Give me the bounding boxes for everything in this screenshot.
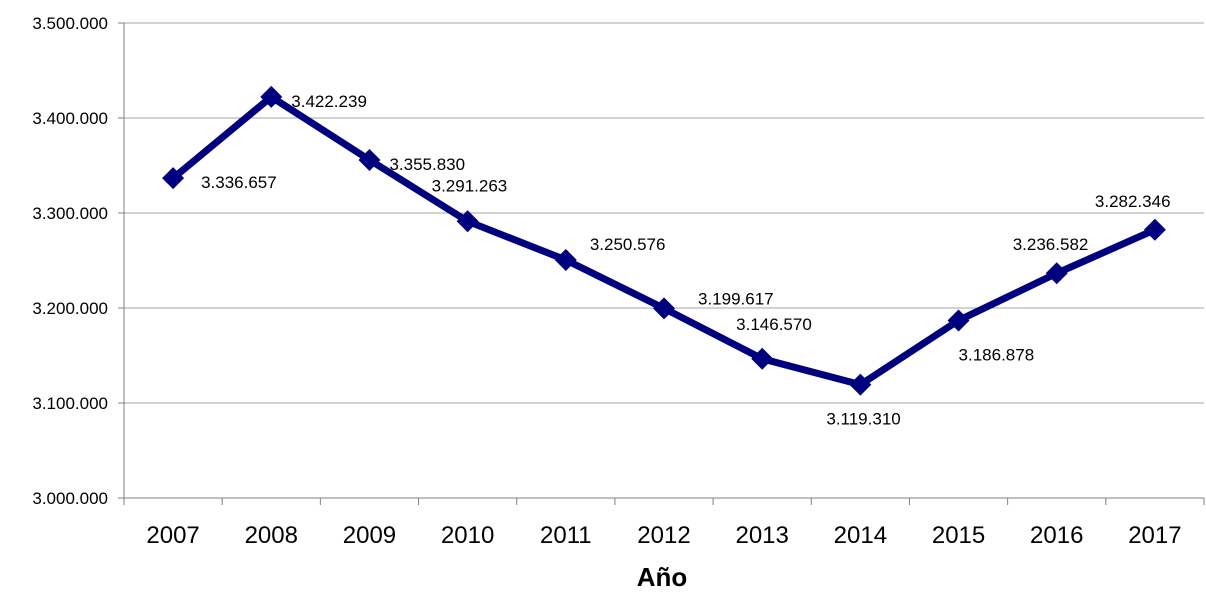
y-tick-label: 3.000.000 <box>32 489 108 508</box>
y-tick-label: 3.400.000 <box>32 109 108 128</box>
data-label: 3.146.570 <box>736 315 812 334</box>
data-labels: 3.336.657 3.422.239 3.355.830 3.291.263 3.25… <box>201 92 1170 429</box>
data-point-marker <box>1045 262 1068 285</box>
x-tick-label: 2017 <box>1128 522 1181 549</box>
x-tick-label: 2011 <box>540 522 592 549</box>
y-tick-labels: 3.000.000 3.100.000 3.200.000 3.300.000 3.40… <box>32 14 108 508</box>
data-point-marker <box>751 347 774 370</box>
x-tick-label: 2013 <box>735 522 788 549</box>
x-tick-label: 2009 <box>343 522 396 549</box>
data-point-marker <box>260 85 283 108</box>
data-point-marker <box>849 373 872 396</box>
data-label: 3.336.657 <box>201 173 277 192</box>
data-label: 3.199.617 <box>698 289 774 308</box>
data-label: 3.119.310 <box>826 410 900 429</box>
data-point-marker <box>653 297 675 320</box>
data-point-marker <box>162 167 185 190</box>
data-point-marker <box>358 148 381 171</box>
x-tick-label: 2012 <box>637 522 690 549</box>
data-label: 3.250.576 <box>590 235 666 254</box>
data-label: 3.282.346 <box>1095 192 1171 211</box>
data-point-marker <box>554 248 577 271</box>
data-label: 3.355.830 <box>389 155 465 174</box>
gridlines <box>124 22 1204 404</box>
data-point-marker <box>456 210 479 233</box>
y-tick-label: 3.500.000 <box>32 14 108 33</box>
x-tick-label: 2007 <box>146 522 199 549</box>
data-label: 3.422.239 <box>291 92 367 111</box>
axes <box>118 22 1205 505</box>
series <box>162 85 1166 396</box>
x-tick-label: 2010 <box>441 522 494 549</box>
data-label: 3.186.878 <box>959 345 1035 364</box>
x-tick-label: 2015 <box>932 522 985 549</box>
data-point-marker <box>947 309 970 332</box>
y-tick-label: 3.200.000 <box>32 299 108 318</box>
x-tick-label: 2016 <box>1030 522 1083 549</box>
data-label: 3.291.263 <box>432 176 508 195</box>
data-label: 3.236.582 <box>1013 235 1089 254</box>
x-tick-label: 2014 <box>834 522 887 549</box>
x-tick-label: 2008 <box>245 522 298 549</box>
y-tick-label: 3.300.000 <box>32 204 108 223</box>
x-axis-title: Año <box>637 562 688 592</box>
y-tick-label: 3.100.000 <box>32 394 108 413</box>
x-tick-labels: 2007 2008 2009 2010 2011 2012 2013 2014 2015 2016… <box>146 522 1181 549</box>
data-point-marker <box>1143 218 1166 241</box>
